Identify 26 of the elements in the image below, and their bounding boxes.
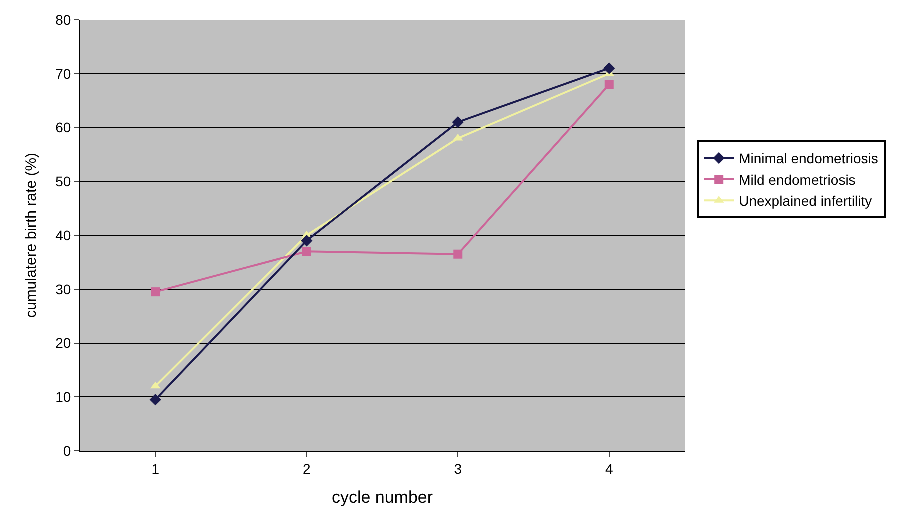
y-tick-label: 50 bbox=[56, 174, 72, 190]
y-tick-label: 70 bbox=[56, 66, 72, 82]
point bbox=[150, 394, 162, 406]
x-tick-label: 3 bbox=[454, 460, 462, 477]
x-axis-title: cycle number bbox=[332, 488, 434, 508]
y-tick-label: 10 bbox=[56, 389, 72, 406]
legend-label: Minimal endometriosis bbox=[739, 150, 878, 167]
legend-label: Unexplained infertility bbox=[739, 193, 872, 210]
x-tick-label: 1 bbox=[152, 460, 160, 477]
point bbox=[301, 235, 313, 247]
y-tick-label: 0 bbox=[63, 442, 72, 459]
point bbox=[302, 247, 312, 256]
y-axis-title: cumulatere birth rate (%) bbox=[22, 152, 40, 318]
point bbox=[452, 116, 464, 128]
y-tick-label: 60 bbox=[56, 120, 72, 136]
point bbox=[454, 250, 463, 259]
y-tick-label: 80 bbox=[56, 12, 72, 28]
point bbox=[604, 80, 614, 90]
y-tick-label: 40 bbox=[56, 227, 72, 244]
point bbox=[151, 288, 160, 297]
y-tick-label: 30 bbox=[56, 281, 72, 298]
y-tick-label: 20 bbox=[56, 335, 72, 352]
x-tick-label: 4 bbox=[605, 460, 614, 477]
point bbox=[604, 62, 616, 74]
legend-label: Mild endometriosis bbox=[739, 172, 856, 188]
x-tick-label: 2 bbox=[302, 460, 311, 477]
